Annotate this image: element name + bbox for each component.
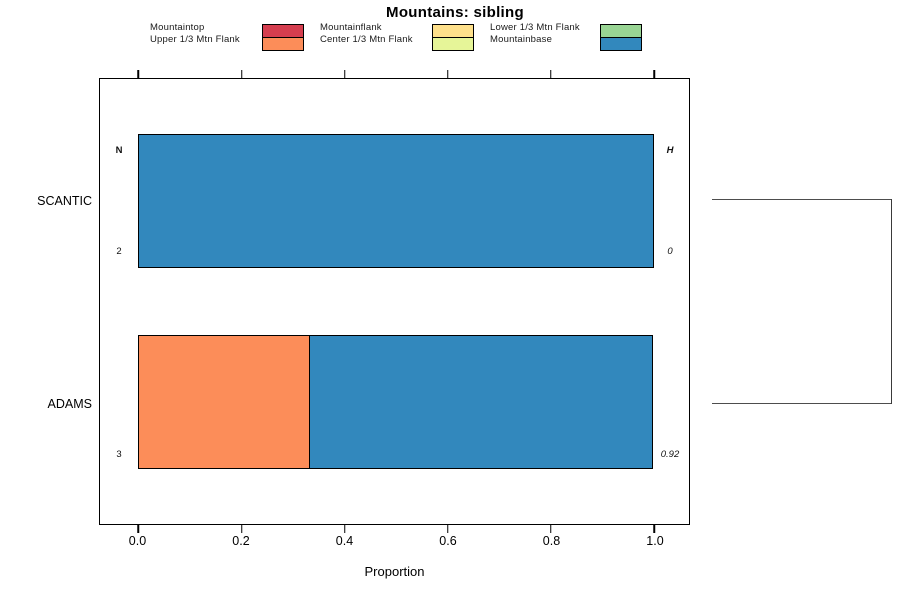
legend-swatch-upper-third-mtn-flank bbox=[262, 37, 304, 51]
legend-swatches bbox=[432, 24, 474, 51]
x-axis-tick bbox=[653, 70, 655, 78]
x-tick-labels: 0.0 0.2 0.4 0.6 0.8 1.0 bbox=[99, 534, 690, 550]
dendrogram-vertical-connector bbox=[891, 199, 892, 404]
bar-segment-upper-1-3-mtn-flank bbox=[138, 334, 311, 470]
h-value-adams: 0.92 bbox=[660, 449, 680, 460]
legend-label-mountaintop: Mountaintop bbox=[150, 22, 205, 33]
legend-swatch-mountainflank bbox=[432, 24, 474, 38]
legend-swatches bbox=[262, 24, 304, 51]
x-axis-tick bbox=[653, 525, 655, 533]
h-column-header: H bbox=[666, 145, 674, 156]
x-axis-tick bbox=[550, 70, 552, 78]
dendrogram-branch-scantic bbox=[712, 199, 892, 200]
bar-row-adams bbox=[138, 334, 654, 470]
x-axis-tick bbox=[137, 70, 140, 78]
legend-label-mountainflank: Mountainflank bbox=[320, 22, 382, 33]
x-tick-label: 0.2 bbox=[232, 534, 250, 548]
legend-label-center-third-mtn-flank: Center 1/3 Mtn Flank bbox=[320, 34, 413, 45]
bar-segment-mountainbase bbox=[138, 133, 655, 269]
x-tick-label: 0.6 bbox=[439, 534, 457, 548]
x-axis-tick bbox=[137, 525, 140, 533]
x-axis-tick bbox=[240, 70, 243, 78]
legend-group-3: Lower 1/3 Mtn Flank Mountainbase bbox=[490, 22, 642, 51]
legend-swatches bbox=[600, 24, 642, 51]
legend-group-1: Mountaintop Upper 1/3 Mtn Flank bbox=[150, 22, 304, 51]
x-tick-label: 0.0 bbox=[128, 534, 147, 548]
n-value-scantic: 2 bbox=[116, 246, 122, 257]
x-axis-tick bbox=[447, 525, 449, 533]
legend-label-lower-third-mtn-flank: Lower 1/3 Mtn Flank bbox=[490, 22, 580, 33]
legend-labels: Mountaintop Upper 1/3 Mtn Flank bbox=[150, 22, 262, 46]
legend-swatch-mountaintop bbox=[262, 24, 304, 38]
legend-swatch-lower-third-mtn-flank bbox=[600, 24, 642, 38]
plot-frame: N H 2 0 3 0.92 bbox=[99, 70, 690, 533]
x-axis-label: Proportion bbox=[364, 564, 425, 579]
legend-swatch-center-third-mtn-flank bbox=[432, 37, 474, 51]
h-value-scantic: 0 bbox=[667, 246, 673, 257]
bar-segment-mountainbase bbox=[308, 334, 653, 470]
y-category-label-scantic: SCANTIC bbox=[37, 194, 92, 208]
legend-label-upper-third-mtn-flank: Upper 1/3 Mtn Flank bbox=[150, 34, 240, 45]
x-tick-label: 0.4 bbox=[335, 534, 354, 548]
x-axis-tick bbox=[550, 525, 552, 533]
legend-group-2: Mountainflank Center 1/3 Mtn Flank bbox=[320, 22, 474, 51]
n-column-header: N bbox=[115, 145, 123, 156]
x-tick-label: 0.8 bbox=[542, 534, 561, 548]
bar-row-scantic bbox=[138, 133, 655, 269]
x-tick-label: 1.0 bbox=[646, 534, 664, 548]
legend-swatch-mountainbase bbox=[600, 37, 642, 51]
y-category-label-adams: ADAMS bbox=[47, 397, 92, 411]
x-axis-tick bbox=[447, 70, 449, 78]
legend-labels: Lower 1/3 Mtn Flank Mountainbase bbox=[490, 22, 600, 46]
chart-title: Mountains: sibling bbox=[386, 4, 524, 21]
n-value-adams: 3 bbox=[116, 449, 122, 460]
x-axis-tick bbox=[343, 525, 346, 533]
legend-label-mountainbase: Mountainbase bbox=[490, 34, 553, 45]
x-axis-tick bbox=[240, 525, 243, 533]
dendrogram-branch-adams bbox=[712, 403, 892, 404]
legend-labels: Mountainflank Center 1/3 Mtn Flank bbox=[320, 22, 432, 46]
x-axis-tick bbox=[343, 70, 346, 78]
